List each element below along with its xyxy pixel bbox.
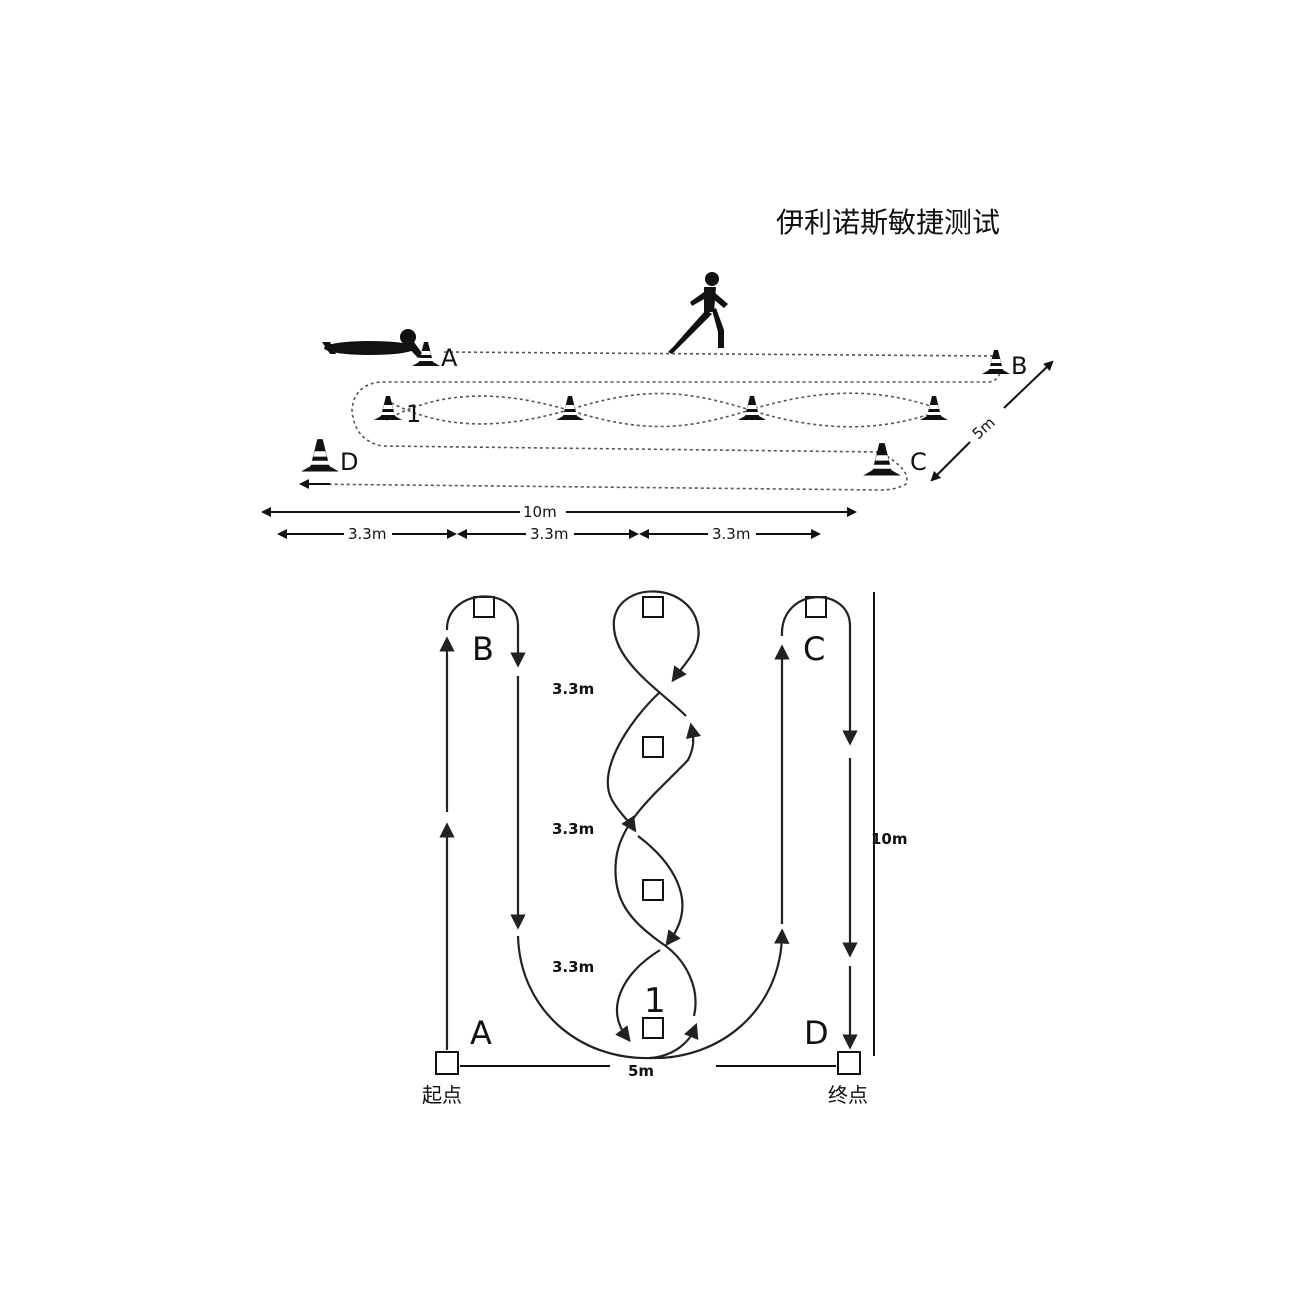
finish-label: 终点 <box>828 1083 868 1107</box>
weave-up-right <box>614 722 702 1017</box>
gap-1-label: 3.3m <box>552 680 594 698</box>
marker-label-b: B <box>472 630 494 668</box>
cone-label-1: 1 <box>406 400 421 428</box>
marker-b <box>473 596 495 618</box>
cone-d-icon <box>301 439 339 472</box>
cone-label-b: B <box>1011 352 1027 380</box>
cone-label-d: D <box>340 448 358 476</box>
length-dimension-label-vertical: 10m <box>871 830 908 848</box>
marker-label-d: D <box>804 1014 829 1052</box>
weave-down-left <box>606 691 661 833</box>
marker-top-center <box>642 596 664 618</box>
weave-path-1 <box>385 392 937 428</box>
cone-4-icon <box>920 396 948 420</box>
path-loop-c <box>780 596 858 746</box>
marker-label-a: A <box>470 1014 492 1052</box>
weave-down-right <box>637 835 684 947</box>
cone-3-icon <box>738 396 766 420</box>
marker-1 <box>642 1017 664 1039</box>
start-label: 起点 <box>422 1083 462 1107</box>
marker-label-c: C <box>803 630 825 668</box>
marker-a-start <box>435 1051 459 1075</box>
cone-label-a: A <box>441 344 458 372</box>
path-a-to-b <box>305 351 1001 491</box>
cone-c-icon <box>863 443 901 476</box>
weave-up-right-2 <box>612 590 700 717</box>
segment-3-label: 3.3m <box>712 525 750 543</box>
gap-2-label: 3.3m <box>552 820 594 838</box>
marker-c <box>805 596 827 618</box>
segment-2-label: 3.3m <box>530 525 568 543</box>
lying-athlete-icon <box>322 329 424 358</box>
gap-3-label: 3.3m <box>552 958 594 976</box>
diagram-title: 伊利诺斯敏捷测试 <box>776 206 1000 239</box>
width-dimension-label: 5m <box>969 413 999 443</box>
width-dimension-label-bottom: 5m <box>628 1062 654 1080</box>
cone-2-icon <box>556 396 584 420</box>
cone-label-c: C <box>910 448 927 476</box>
weave-down-left-2 <box>615 949 661 1043</box>
width-dimension-line-2 <box>1003 360 1054 409</box>
cone-b-icon <box>982 350 1010 374</box>
path-u-right <box>649 928 790 1060</box>
marker-center-2 <box>642 736 664 758</box>
length-dimension-label: 10m <box>523 503 557 521</box>
width-dimension-line <box>930 441 971 482</box>
top-perspective-view: A B 1 D C 5m 10m 3.3m 3.3m 3.3m <box>261 272 1054 543</box>
segment-1-label: 3.3m <box>348 525 386 543</box>
path-loop-b <box>445 595 526 668</box>
marker-label-1: 1 <box>644 981 666 1021</box>
running-athlete-icon <box>668 272 728 354</box>
cone-1-icon <box>374 396 402 420</box>
marker-d-finish <box>837 1051 861 1075</box>
path-u-left <box>516 935 699 1060</box>
bottom-plan-view: B C A D 1 起点 终点 10m 5m 3.3m <box>422 590 908 1107</box>
weave-path-2 <box>385 392 937 428</box>
marker-center-3 <box>642 879 664 901</box>
